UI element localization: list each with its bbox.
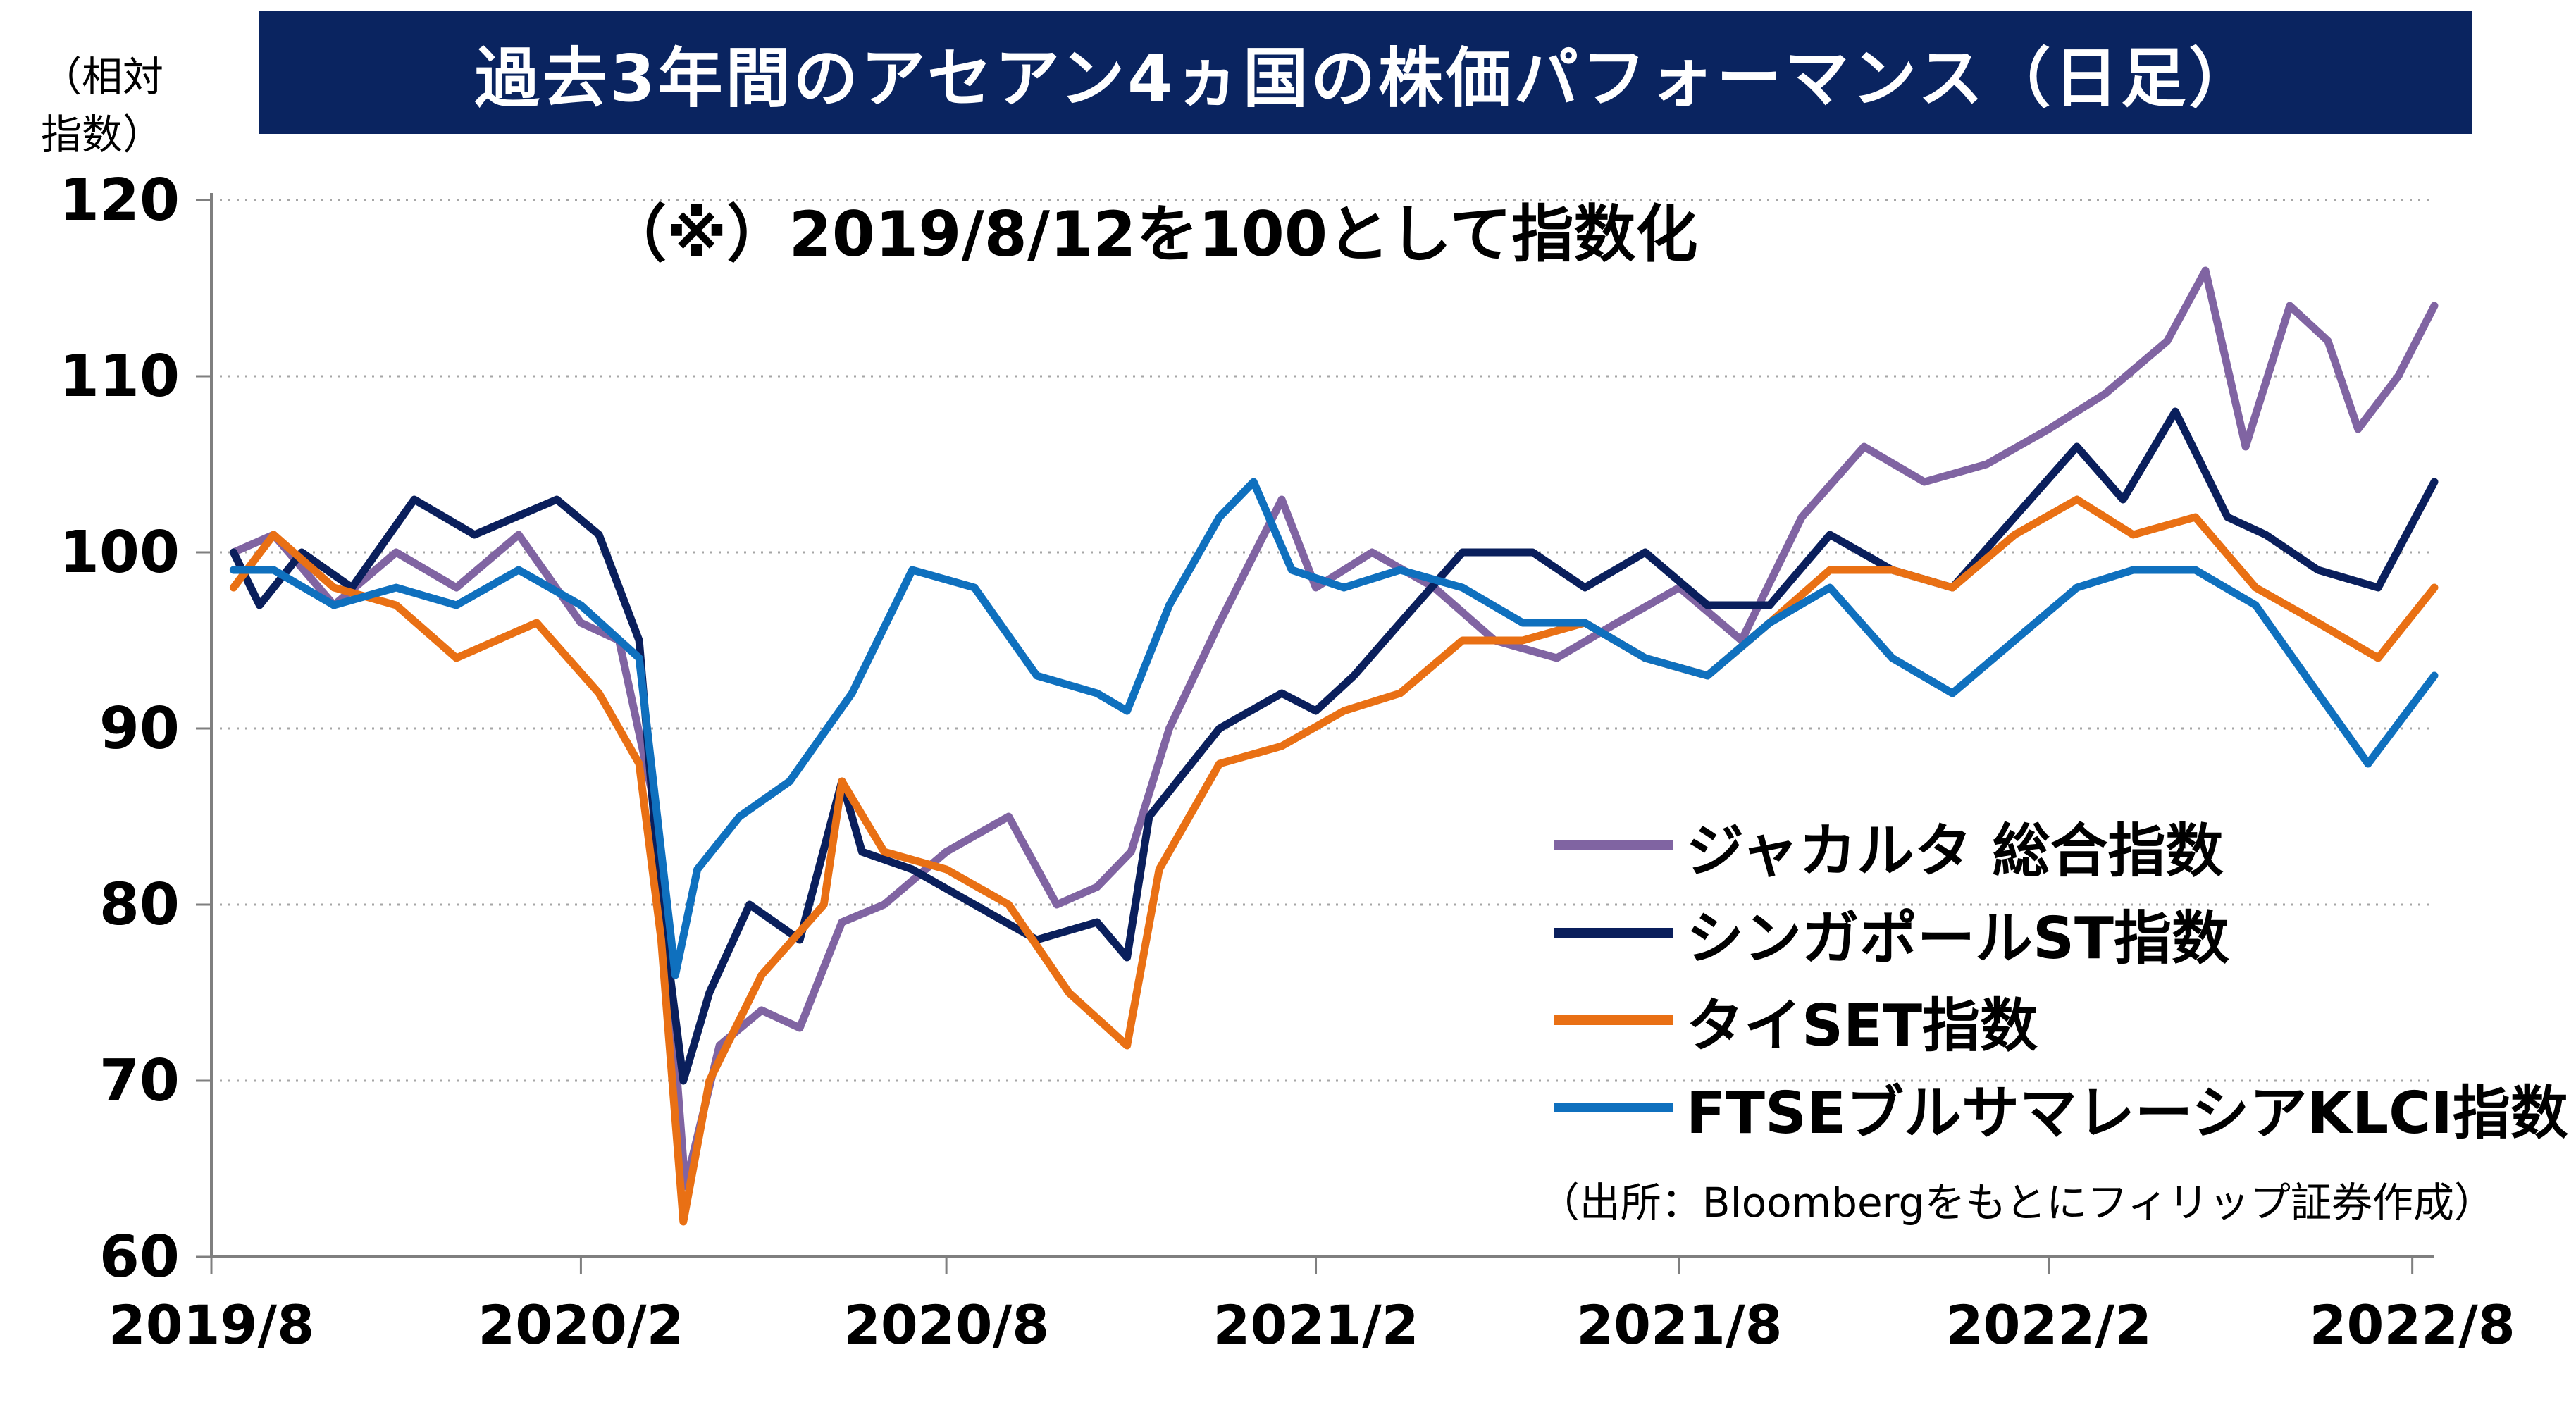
source-note: （出所：Bloombergをもとにフィリップ証券作成）: [1538, 1179, 2495, 1227]
indexing-note: （※）2019/8/12を100として指数化: [605, 198, 1698, 271]
legend-item: シンガポールST指数: [1554, 889, 2568, 976]
y-tick-label: 60: [99, 1224, 180, 1291]
legend-label: ジャカルタ 総合指数: [1686, 817, 2224, 885]
legend-item: FTSEブルサマレーシアKLCI指数: [1554, 1064, 2568, 1151]
series-line-4: [229, 478, 2439, 979]
legend-swatch: [1554, 928, 1673, 938]
x-tick-label: 2020/8: [843, 1294, 1049, 1356]
x-tick-label: 2021/2: [1213, 1294, 1418, 1356]
y-tick-label: 70: [99, 1048, 180, 1115]
y-axis-unit-label: （相対指数）: [41, 48, 182, 163]
x-tick-label: 2019/8: [109, 1294, 314, 1356]
x-tick-label: 2020/2: [478, 1294, 683, 1356]
y-tick-label: 100: [59, 519, 180, 586]
legend-label: シンガポールST指数: [1686, 905, 2229, 972]
series-line-2: [229, 407, 2439, 1085]
legend-swatch: [1554, 840, 1673, 850]
legend-item: ジャカルタ 総合指数: [1554, 802, 2568, 889]
series-line-1: [229, 266, 2439, 1191]
y-tick-label: 110: [59, 343, 180, 410]
y-axis-unit-text: （相対指数）: [41, 53, 164, 159]
legend-swatch: [1554, 1015, 1673, 1025]
legend-label: FTSEブルサマレーシアKLCI指数: [1686, 1079, 2568, 1147]
x-tick-label: 2022/8: [2310, 1294, 2515, 1356]
legend-swatch: [1554, 1103, 1673, 1112]
legend-item: タイSET指数: [1554, 976, 2568, 1064]
x-tick-label: 2022/2: [1946, 1294, 2152, 1356]
y-tick-label: 120: [59, 167, 180, 234]
x-tick-label: 2021/8: [1576, 1294, 1782, 1356]
legend-label: タイSET指数: [1686, 992, 2038, 1060]
y-tick-label: 90: [99, 695, 180, 762]
series-line-3: [229, 495, 2439, 1226]
chart-title: 過去3年間のアセアン4ヵ国の株価パフォーマンス（日足）: [474, 40, 2257, 116]
y-tick-label: 80: [99, 871, 180, 938]
chart-legend: ジャカルタ 総合指数 シンガポールST指数 タイSET指数 FTSEブルサマレーシアK…: [1554, 802, 2568, 1151]
chart-title-banner: 過去3年間のアセアン4ヵ国の株価パフォーマンス（日足）: [259, 11, 2472, 134]
